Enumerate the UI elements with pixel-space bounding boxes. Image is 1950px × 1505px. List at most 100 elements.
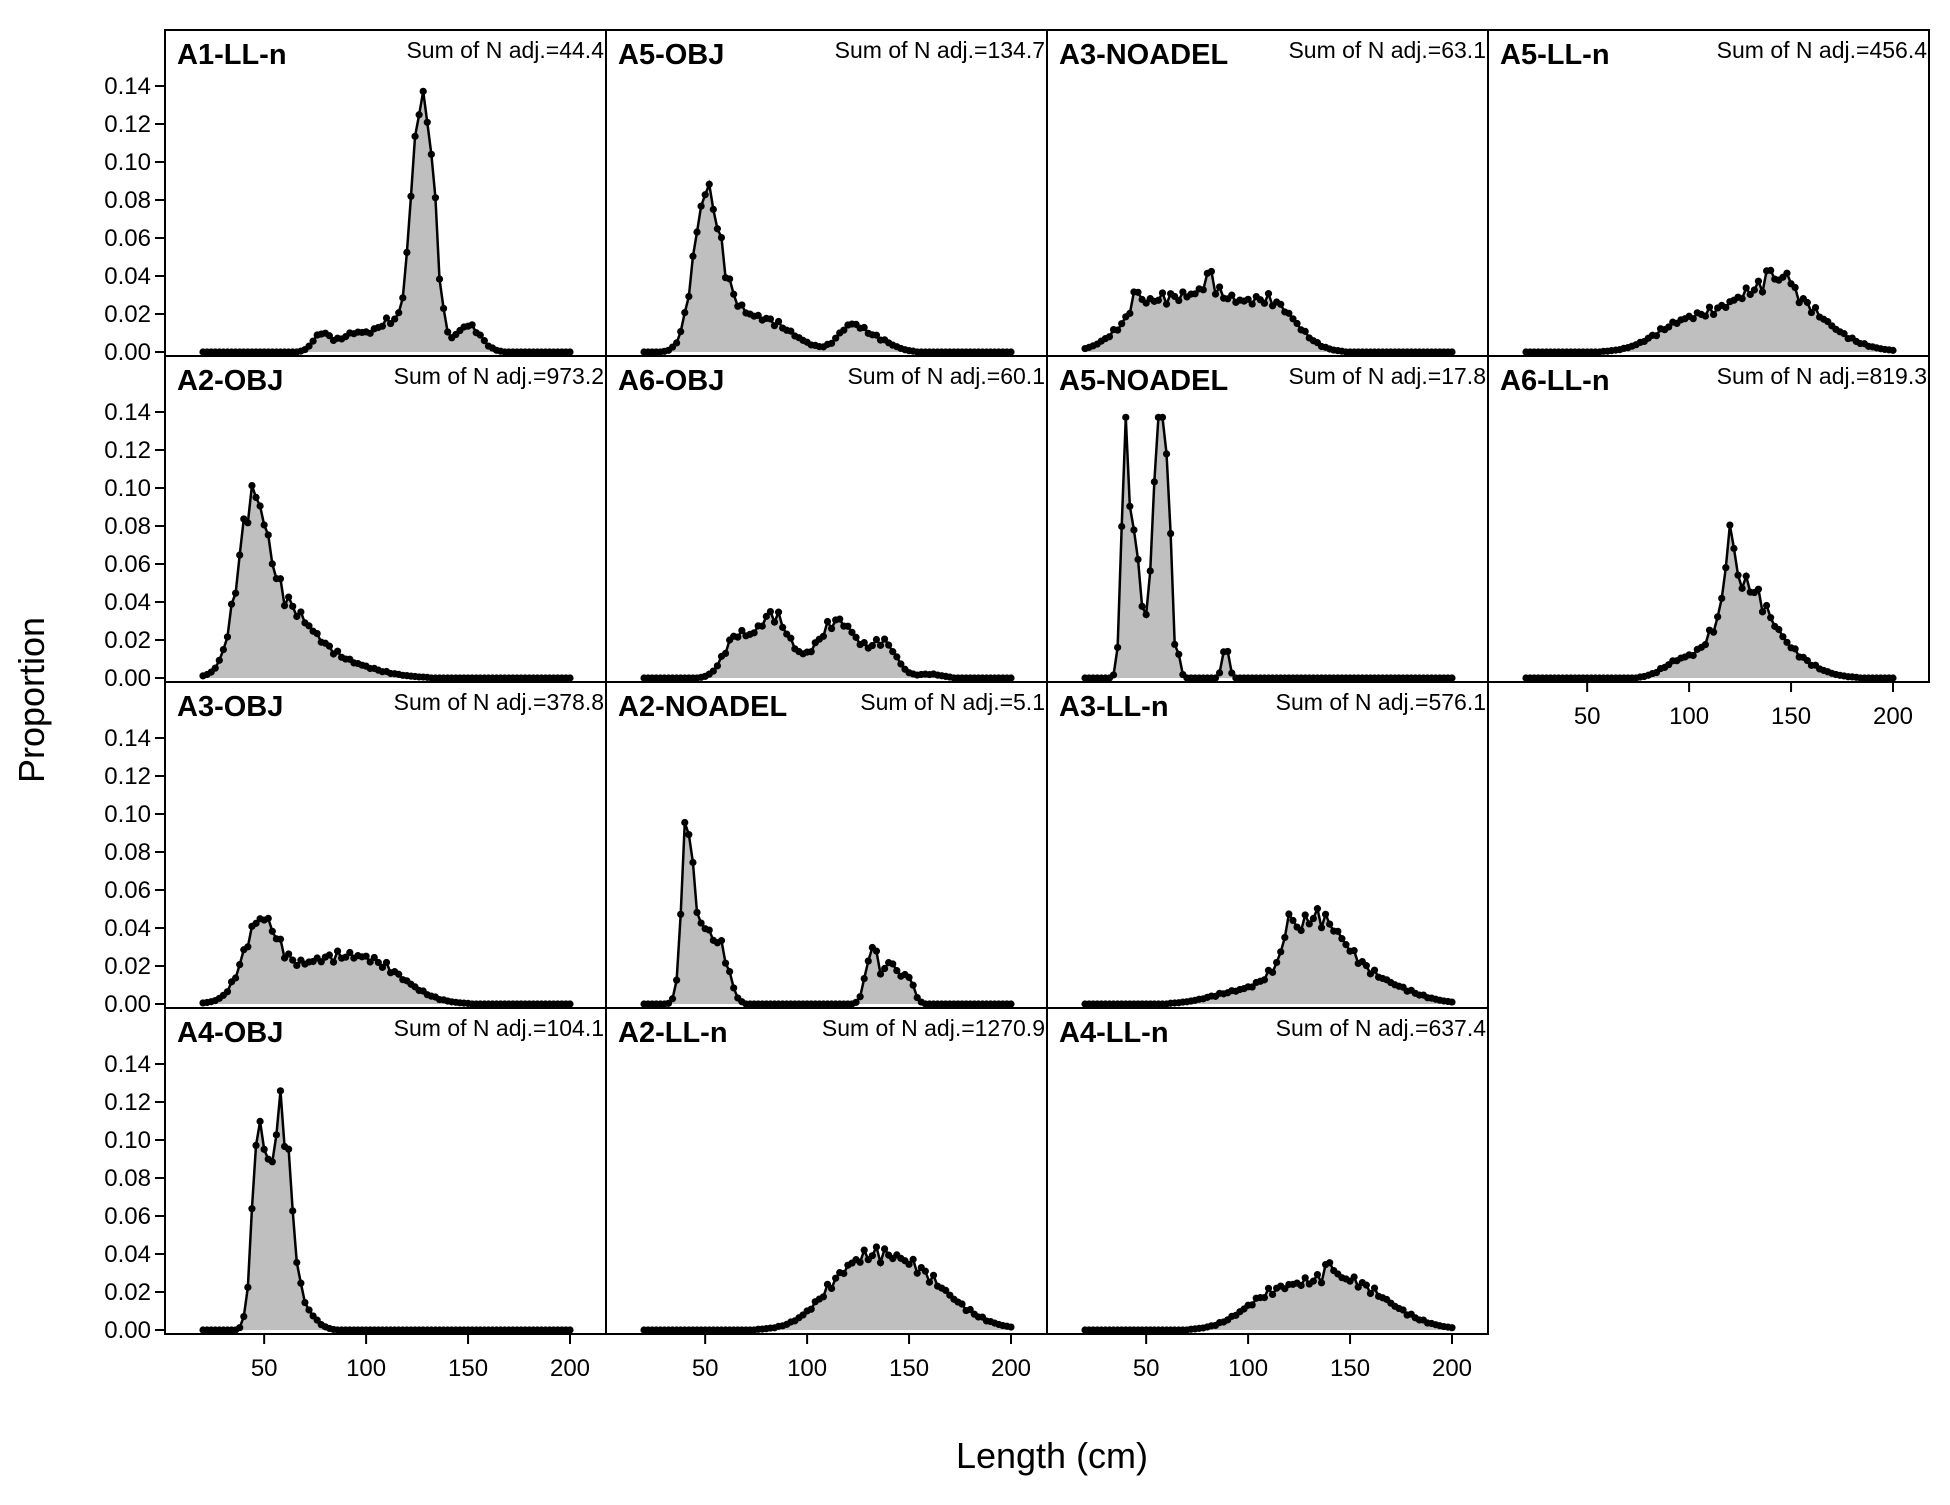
data-point xyxy=(673,339,681,347)
panel-a5-obj: A5-OBJ Sum of N adj.=134.7 xyxy=(605,29,1048,357)
data-point xyxy=(889,960,897,968)
data-point xyxy=(1297,1281,1305,1290)
data-point xyxy=(705,926,713,934)
data-point xyxy=(880,1245,889,1253)
data-point xyxy=(942,1286,950,1294)
data-point xyxy=(297,608,305,616)
data-point xyxy=(1268,968,1277,976)
data-point xyxy=(1370,966,1379,974)
data-point xyxy=(705,180,713,188)
data-point xyxy=(427,150,435,158)
panel-sum-label: Sum of N adj.=104.1 xyxy=(394,1015,604,1041)
data-point xyxy=(1007,348,1015,356)
data-point xyxy=(415,111,423,119)
data-point xyxy=(1007,674,1015,682)
y-tick-label: 0.06 xyxy=(104,225,151,252)
panel-frame xyxy=(164,1007,607,1335)
data-point xyxy=(248,481,256,490)
data-point xyxy=(1167,529,1175,538)
data-point xyxy=(726,967,734,976)
data-point xyxy=(289,602,297,610)
data-point xyxy=(929,1271,938,1279)
data-point xyxy=(860,639,868,647)
data-point xyxy=(1105,333,1114,341)
panel-title: A3-NOADEL xyxy=(1059,39,1228,71)
data-point xyxy=(227,600,236,608)
data-point xyxy=(403,248,411,256)
data-point xyxy=(276,1087,285,1095)
data-point xyxy=(876,1259,885,1267)
data-point xyxy=(966,1305,974,1314)
data-point xyxy=(1448,998,1456,1006)
data-point xyxy=(1273,958,1281,967)
data-point xyxy=(236,1324,244,1332)
data-point xyxy=(1215,283,1224,291)
data-point xyxy=(382,314,391,322)
data-point xyxy=(342,953,350,961)
y-axis-label: Proportion xyxy=(11,617,52,783)
data-point xyxy=(1448,1324,1456,1332)
panel-a5-noadel: A5-NOADEL Sum of N adj.=17.8 xyxy=(1046,355,1489,683)
y-tick-label: 0.08 xyxy=(104,187,151,214)
area-fill xyxy=(1526,525,1893,678)
data-point xyxy=(897,660,905,668)
data-point xyxy=(889,648,897,656)
data-point xyxy=(423,118,431,126)
data-point xyxy=(313,629,321,638)
data-point xyxy=(1370,1284,1379,1292)
data-point xyxy=(268,927,276,935)
data-point xyxy=(346,948,354,957)
data-point xyxy=(1260,976,1269,984)
data-point xyxy=(1775,625,1783,634)
panel-sum-label: Sum of N adj.=973.2 xyxy=(394,363,604,389)
data-point xyxy=(1289,315,1297,323)
x-tick-label: 200 xyxy=(1432,1355,1472,1382)
data-point xyxy=(1285,910,1293,918)
data-point xyxy=(1248,1301,1256,1309)
data-point xyxy=(1362,1281,1370,1289)
data-point xyxy=(435,275,444,283)
data-point xyxy=(852,633,860,641)
data-point xyxy=(1350,1273,1358,1281)
y-tick-label: 0.14 xyxy=(104,725,151,752)
data-point xyxy=(1665,323,1673,331)
data-point xyxy=(677,910,685,918)
data-point xyxy=(1714,613,1722,621)
data-point xyxy=(1758,608,1767,616)
data-point xyxy=(827,1284,836,1293)
data-point xyxy=(1150,478,1158,486)
data-point xyxy=(236,960,244,969)
y-tick-label: 0.00 xyxy=(104,665,151,692)
data-point xyxy=(1811,303,1820,312)
data-point xyxy=(852,998,860,1006)
data-point xyxy=(1301,1274,1309,1282)
data-point xyxy=(1114,643,1122,652)
data-point xyxy=(1118,320,1126,328)
panel-sum-label: Sum of N adj.=378.8 xyxy=(394,689,604,715)
panel-title: A3-OBJ xyxy=(177,691,283,723)
area-fill xyxy=(203,1090,570,1330)
y-tick-label: 0.02 xyxy=(104,953,151,980)
data-point xyxy=(1689,315,1697,323)
x-tick-label: 200 xyxy=(1873,703,1913,730)
data-point xyxy=(362,952,370,960)
x-tick-label: 150 xyxy=(1330,1355,1370,1382)
data-point xyxy=(787,327,795,335)
data-point xyxy=(1730,544,1738,553)
data-point xyxy=(219,645,227,654)
y-tick-label: 0.06 xyxy=(104,877,151,904)
data-point xyxy=(1762,601,1771,610)
panel-a2-obj: A2-OBJ Sum of N adj.=973.2 0.00 0.02 0.04 0.0… xyxy=(104,355,607,692)
data-point xyxy=(276,935,285,943)
data-point xyxy=(1122,413,1130,421)
data-point xyxy=(1317,924,1326,932)
data-point xyxy=(1313,905,1322,913)
data-point xyxy=(391,315,399,323)
data-point xyxy=(701,191,709,199)
panel-a6-obj: A6-OBJ Sum of N adj.=60.1 xyxy=(605,355,1048,683)
data-point xyxy=(1309,914,1317,923)
data-point xyxy=(1138,602,1146,610)
y-tick-label: 0.08 xyxy=(104,513,151,540)
data-point xyxy=(211,664,219,672)
data-point xyxy=(252,919,260,927)
